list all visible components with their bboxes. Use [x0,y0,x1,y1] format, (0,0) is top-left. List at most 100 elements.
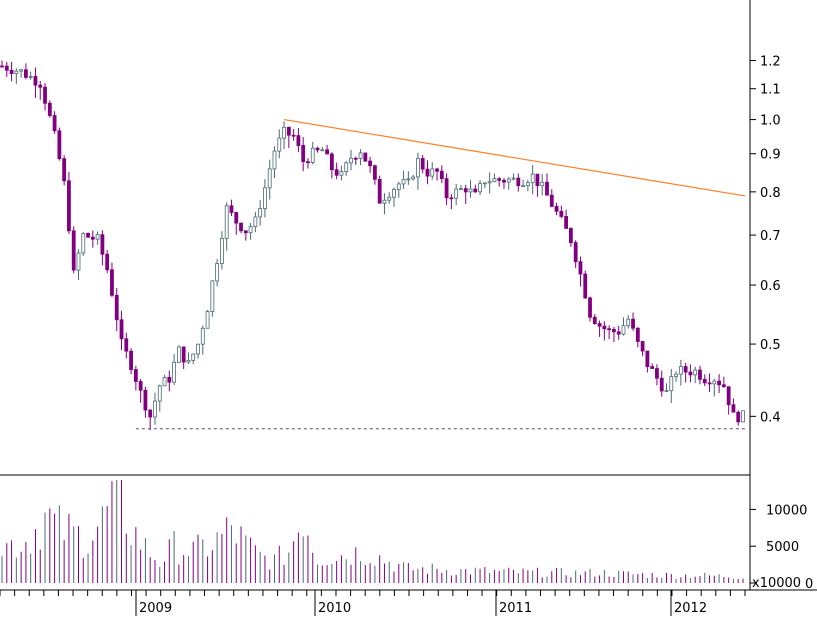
candle [478,180,482,196]
candle [220,231,224,270]
candle [105,249,110,274]
candle [196,343,200,359]
candle [444,173,449,206]
candle [449,194,454,210]
x-year-label: 2012 [674,601,707,616]
candle [454,184,459,206]
candle [545,173,549,196]
candle [47,100,52,118]
candle [688,364,693,383]
candle [640,340,645,357]
candle [377,175,382,204]
candle [239,222,243,234]
candle [554,202,559,216]
candle [286,126,291,149]
volume-unit-label: x10000 [752,576,801,591]
candle [741,410,745,423]
x-year-label: 2010 [318,601,351,616]
candle [353,156,358,165]
candle [167,370,172,392]
candle [678,359,683,386]
candle [110,262,114,298]
candle [138,378,143,403]
candle [153,392,157,425]
candle [420,155,425,174]
y-tick-label: 0.8 [760,186,781,201]
candle [387,192,392,204]
candle [157,384,162,412]
candle [502,178,506,189]
candle [655,364,659,386]
candle [425,160,430,185]
candle [588,296,592,322]
candle [368,156,373,173]
candle [119,310,124,351]
candle [506,177,511,190]
y-tick-label: 0.5 [760,338,781,353]
candle [564,209,569,229]
candle [659,370,664,397]
candle [707,373,712,393]
candle [411,174,416,181]
candle [291,128,296,141]
candle [698,365,702,385]
candle [602,321,607,341]
candle [358,149,363,166]
candle [243,230,248,241]
x-year-label: 2011 [499,601,532,616]
candle [492,173,497,183]
candle [578,256,583,287]
candle [28,71,33,80]
candle [248,223,253,240]
candle [38,80,43,100]
candle [511,173,516,181]
candle [148,409,153,431]
candle [650,363,655,369]
candle [535,173,540,197]
candle [301,137,306,172]
candle [277,129,282,159]
candle [133,365,138,391]
volume-bars [1,480,744,583]
candle [210,280,215,317]
candle [129,348,133,375]
y-tick-label: 0.7 [760,229,781,244]
candle [540,174,545,196]
candle [363,152,368,162]
candle [372,164,377,185]
candle [320,146,325,152]
candle [90,230,95,248]
candle [693,366,698,384]
volume-tick-label: 5000 [766,540,799,555]
candle [573,240,578,269]
y-tick-label: 0.9 [760,148,781,163]
candle [473,184,478,193]
x-year-label: 2009 [139,601,172,616]
candle [181,346,186,370]
candle [430,162,435,180]
candle [435,167,439,181]
candle [392,187,396,207]
candle [76,249,81,281]
candle [334,162,339,180]
candle [631,312,635,331]
candle [731,398,736,413]
candle [71,226,76,274]
volume-axis: 10000 5000 0 x10000 [750,503,813,592]
candle [612,326,616,343]
candle [143,386,148,418]
candle [205,309,210,329]
candle [234,211,239,235]
candle [645,350,650,373]
candle [67,171,71,234]
candle [559,205,564,219]
candle [191,353,196,365]
y-tick-label: 0.6 [760,279,781,294]
candle [114,287,119,332]
candle [635,327,640,348]
candle [674,371,678,382]
candle [33,67,38,98]
candle [406,171,411,185]
candle [344,161,349,176]
candle [57,127,62,161]
